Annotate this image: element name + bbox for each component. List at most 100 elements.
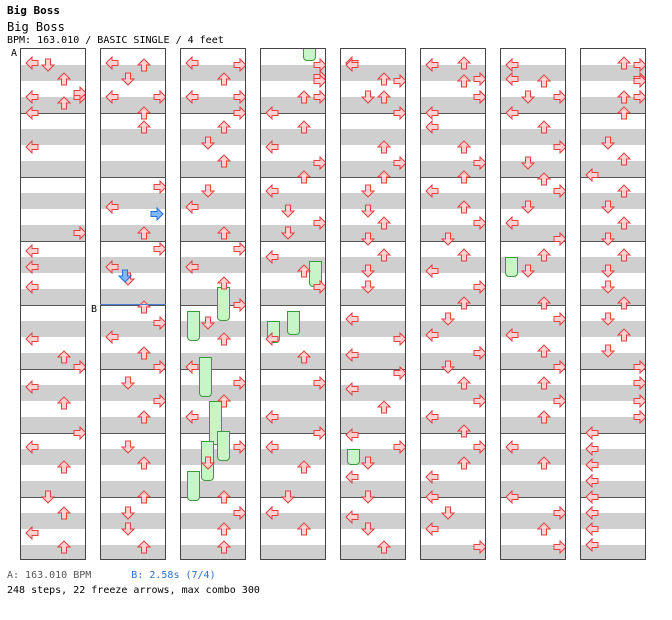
right-arrow-icon [153,315,165,331]
measure-line [421,241,485,242]
left-arrow-icon [505,327,519,343]
measure-line [421,369,485,370]
beat-stripe [581,289,645,305]
left-arrow-icon [265,105,279,121]
up-arrow-icon [456,73,472,88]
beat-stripe [581,97,645,113]
right-arrow-icon [633,375,645,391]
right-arrow-icon [473,439,485,455]
up-arrow-icon [216,489,232,504]
beat-stripe [581,385,645,401]
down-arrow-icon [360,89,376,104]
up-arrow-icon [136,225,152,240]
freeze-arrow [217,287,230,321]
measure-line [341,177,405,178]
measure-line [421,113,485,114]
left-arrow-icon [105,55,119,71]
measure-line [261,433,325,434]
beat-stripe [101,225,165,241]
left-arrow-icon [425,57,439,73]
up-arrow-icon [376,539,392,554]
up-arrow-icon [456,455,472,470]
beat-stripe [261,161,325,177]
beat-stripe [421,481,485,497]
right-arrow-icon [313,57,325,73]
beat-stripe [21,481,85,497]
left-arrow-icon [505,57,519,73]
left-arrow-icon [25,139,39,155]
chart-title: Big Boss [7,4,60,17]
measure-line [261,177,325,178]
bpm-b-label: B: 2.58s (7/4) [131,570,216,581]
beat-stripe [21,513,85,529]
measure-line [581,497,645,498]
right-arrow-icon [153,241,165,257]
left-arrow-icon [25,243,39,259]
beat-stripe [501,385,565,401]
beat-stripe [21,417,85,433]
beat-stripe [581,513,645,529]
beat-stripe [421,97,485,113]
up-arrow-icon [136,539,152,554]
beat-stripe [101,545,165,559]
down-arrow-icon [40,57,56,72]
left-arrow-icon [265,139,279,155]
measure-line [21,305,85,306]
right-arrow-icon [473,89,485,105]
right-arrow-icon [553,231,565,247]
right-arrow-icon [233,375,245,391]
beat-stripe [261,513,325,529]
up-arrow-icon [376,247,392,262]
right-arrow-icon [233,89,245,105]
measure-line [261,369,325,370]
beat-stripe [501,449,565,465]
right-arrow-icon [553,89,565,105]
down-arrow-icon [360,183,376,198]
beat-stripe [341,417,405,433]
measure-line [21,369,85,370]
beat-stripe [181,97,245,113]
measure-line [101,433,165,434]
measure-line [501,433,565,434]
left-arrow-icon [185,199,199,215]
measure-line [581,241,645,242]
right-arrow-icon [393,331,405,347]
right-arrow-icon [233,241,245,257]
left-arrow-icon [585,521,599,537]
left-arrow-icon [265,249,279,265]
left-arrow-icon [425,327,439,343]
right-arrow-icon [73,425,85,441]
up-arrow-icon [296,521,312,536]
beat-stripe [341,257,405,273]
right-arrow-icon [633,409,645,425]
measure-line [181,305,245,306]
down-arrow-icon [40,489,56,504]
left-arrow-icon [585,537,599,553]
freeze-arrow [287,311,300,335]
left-arrow-icon [25,331,39,347]
down-arrow-icon [120,375,136,390]
song-subtitle: Big Boss [7,20,65,34]
left-arrow-icon [345,427,359,443]
left-arrow-icon [505,105,519,121]
measure-line [261,305,325,306]
up-arrow-icon [536,247,552,262]
measure-line [261,113,325,114]
step-stats: 248 steps, 22 freeze arrows, max combo 3… [7,585,260,596]
up-arrow-icon [296,349,312,364]
up-arrow-icon [456,55,472,70]
left-arrow-icon [505,71,519,87]
beat-stripe [181,129,245,145]
right-arrow-icon [73,359,85,375]
marker-b: B [91,304,98,315]
measure-line [181,497,245,498]
up-arrow-icon [456,139,472,154]
beat-stripe [261,545,325,559]
measure-line [181,241,245,242]
beat-stripe [581,225,645,241]
measure-line [21,433,85,434]
beat-stripe [341,225,405,241]
measure-column [20,48,86,560]
right-arrow-icon [313,375,325,391]
beat-stripe [101,289,165,305]
